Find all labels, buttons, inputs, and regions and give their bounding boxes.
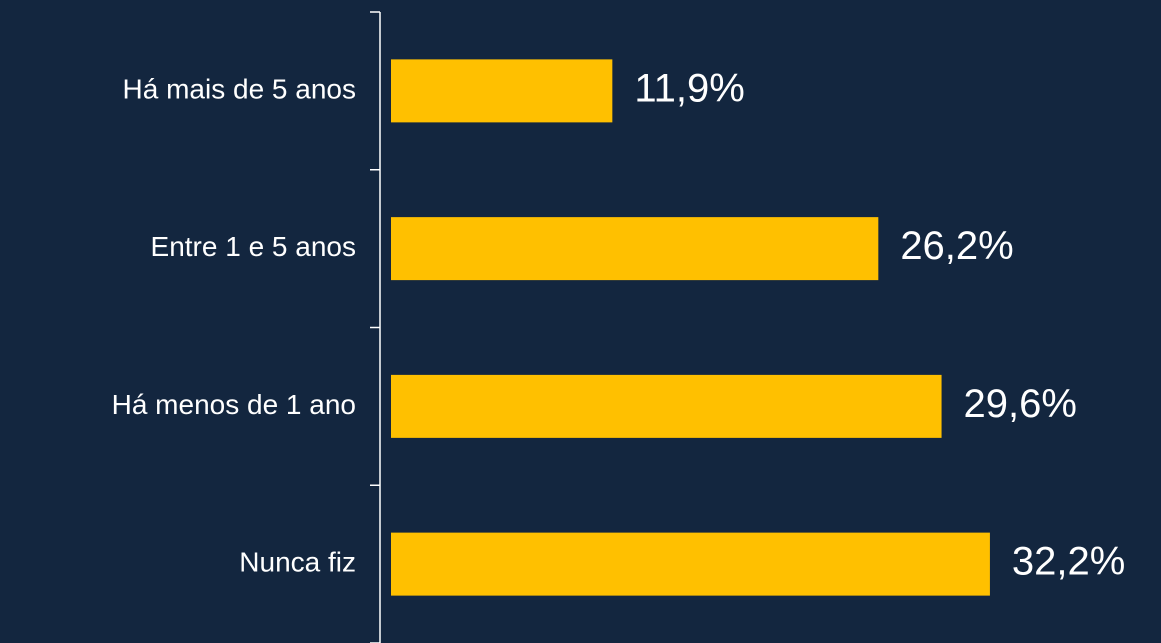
value-label: 11,9%: [634, 66, 744, 110]
value-label: 29,6%: [964, 382, 1077, 426]
bar: [391, 217, 879, 281]
value-label: 26,2%: [900, 224, 1013, 268]
category-label: Entre 1 e 5 anos: [151, 231, 356, 262]
bar: [391, 374, 942, 438]
category-label: Nunca fiz: [239, 547, 356, 578]
value-label: 32,2%: [1012, 540, 1125, 584]
category-label: Há menos de 1 ano: [112, 389, 356, 420]
bar: [391, 532, 990, 596]
bar: [391, 59, 613, 123]
category-label: Há mais de 5 anos: [123, 73, 356, 104]
